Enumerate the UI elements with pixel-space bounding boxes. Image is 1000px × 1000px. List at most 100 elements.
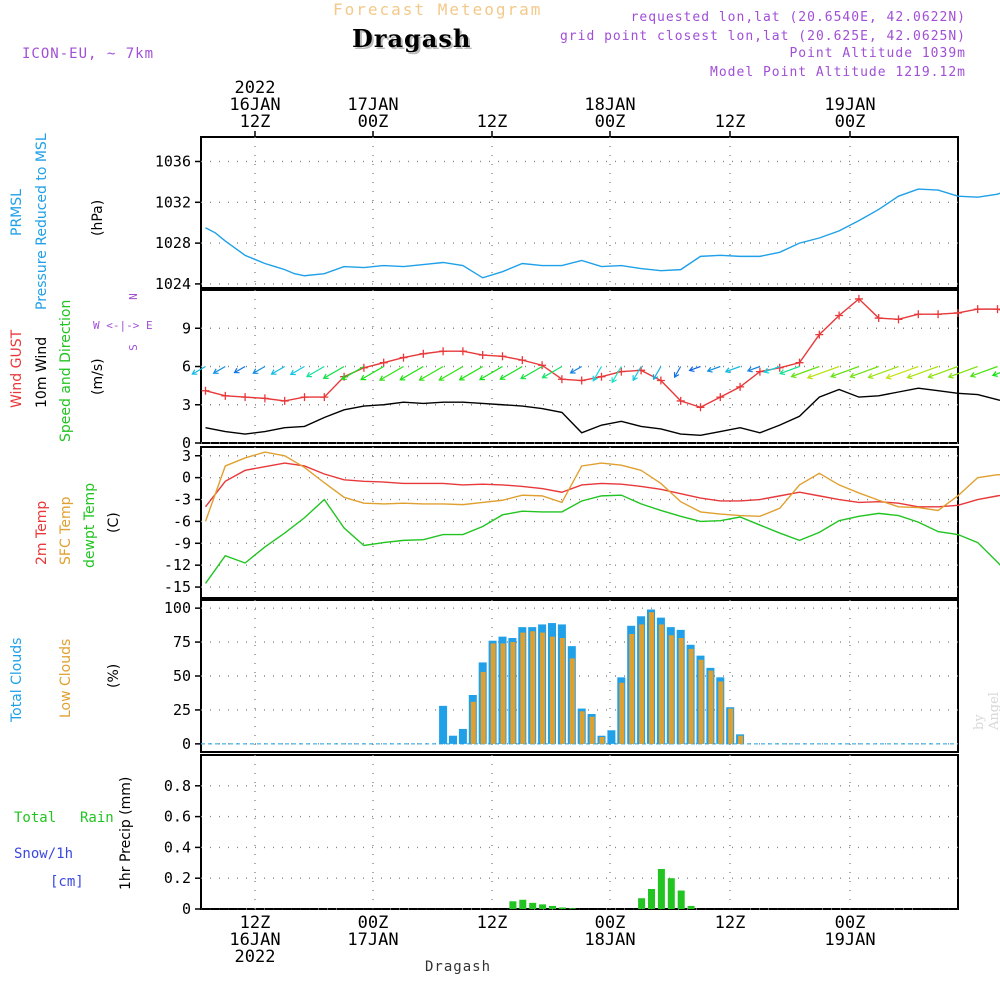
wind-arrow-head [867,373,874,379]
wind-arrow-head [906,373,913,380]
top-axis-label: 17JAN [347,95,398,115]
bottom-axis-label: 00Z [595,913,626,933]
wind-gust-marker [557,375,566,384]
compass-north: N [126,293,140,300]
wind-arrow-head [991,371,998,377]
temp-unit-label: (C) [106,512,122,533]
wind-arrow-head [378,375,385,381]
top-axis-label: 12Z [240,112,271,132]
bottom-axis-label: 12Z [477,913,508,933]
precip-bar [539,904,547,909]
wind-arrow-head [927,372,934,379]
wind-direction-arrow [399,365,424,381]
wind-gust-marker [854,294,863,303]
wind-direction-arrow [439,365,464,381]
wind-arrow-head [829,372,837,379]
bottom-axis-label: 00Z [358,913,389,933]
wind-gust-marker [973,305,982,314]
bottom-axis-label: 16JAN [229,930,280,950]
low-cloud-bar [520,632,526,744]
wind-gust-marker [399,353,408,362]
top-axis-label: 18JAN [584,95,635,115]
wind-direction-arrow [341,365,365,380]
wind-direction-arrow [592,366,603,382]
clouds-unit-label: (%) [106,663,122,688]
bottom-axis-label: 00Z [835,913,866,933]
wind-gust-marker [934,310,943,319]
wind-gust-marker [656,376,665,385]
wind-gust-marker [696,403,705,412]
wind-arrow-head [724,367,731,374]
wind-gust-label: Wind GUST [9,329,25,408]
wind-direction-arrow [653,366,662,380]
top-axis-label: 12Z [715,112,746,132]
y-tick-label: 0 [182,434,191,452]
low-cloud-bar [569,658,575,744]
wind-direction-arrow [868,365,899,379]
wind-gust-marker [498,352,507,361]
total-cloud-bar [607,730,616,744]
wind-direction-arrow [886,365,919,379]
low-cloud-bar [500,643,506,744]
wind-direction-arrow [970,365,998,377]
wind-arrow-head [418,375,425,381]
wind-direction-arrow [830,365,860,378]
wind-direction-arrow [500,365,523,380]
wind-gust-marker [439,347,448,356]
y-tick-label: 75 [173,633,191,651]
y-tick-label: 0 [182,469,191,487]
wind-gust-marker [676,396,685,405]
location-title: Dragash [352,24,472,53]
wind-gust-marker [874,314,883,323]
low-cloud-bar [540,632,546,744]
wind-direction-arrow [764,365,780,373]
wind-arrow-head [746,366,753,373]
wind-arrow-head [233,367,240,374]
wind-direction-arrow [520,365,543,380]
precip-bar [568,908,576,909]
wind-arrow-head [885,373,892,380]
wind-direction-arrow [360,365,385,381]
bottom-axis-label: 12Z [240,913,271,933]
top-axis-label: 12Z [477,112,508,132]
wind-arrow-head [969,371,976,378]
low-cloud-bar [678,638,684,744]
low-cloud-bar [708,670,714,744]
precip-total-legend: Total [14,810,57,826]
bottom-axis-label: 18JAN [584,930,635,950]
top-axis-label: 2022 [235,78,276,98]
footer-location: Dragash [425,959,492,975]
wind-arrow-head [592,375,598,382]
wind-gust-marker [795,358,804,367]
wind-arrow-head [322,373,329,379]
temp-sfc-line [204,451,1000,522]
wind-arrow-head [360,374,367,381]
low-cloud-bar [698,659,704,744]
wind-direction-arrow [779,365,800,375]
low-cloud-bar [599,737,605,744]
y-tick-label: 9 [182,319,191,337]
top-axis-label: 00Z [358,112,389,132]
low-cloud-bar [658,624,664,744]
wind-direction-arrow [928,365,959,378]
low-cloud-bar [619,682,625,744]
low-cloud-bar [480,671,486,744]
total-clouds-label: Total Clouds [9,637,25,722]
total-cloud-bar [458,728,467,744]
wind-gust-marker [716,393,725,402]
forecast-meteogram-title: Forecast Meteogram [333,0,543,19]
wind-direction-label: Speed and Direction [58,299,74,442]
y-tick-label: 1032 [155,193,191,211]
wind-direction-arrow [807,365,840,379]
wind-direction-arrow [689,365,701,372]
wind-arrow-head [289,369,296,376]
wind-direction-arrow [747,365,761,372]
wind-gust-marker [518,356,527,365]
wind-arrow-head [191,369,198,375]
wind-arrow-head [212,368,219,374]
wind-arrow-head [806,373,813,380]
wind-gust-marker [280,396,289,405]
panel-frame-pressure [200,136,959,289]
bottom-axis-label: 12Z [715,913,746,933]
